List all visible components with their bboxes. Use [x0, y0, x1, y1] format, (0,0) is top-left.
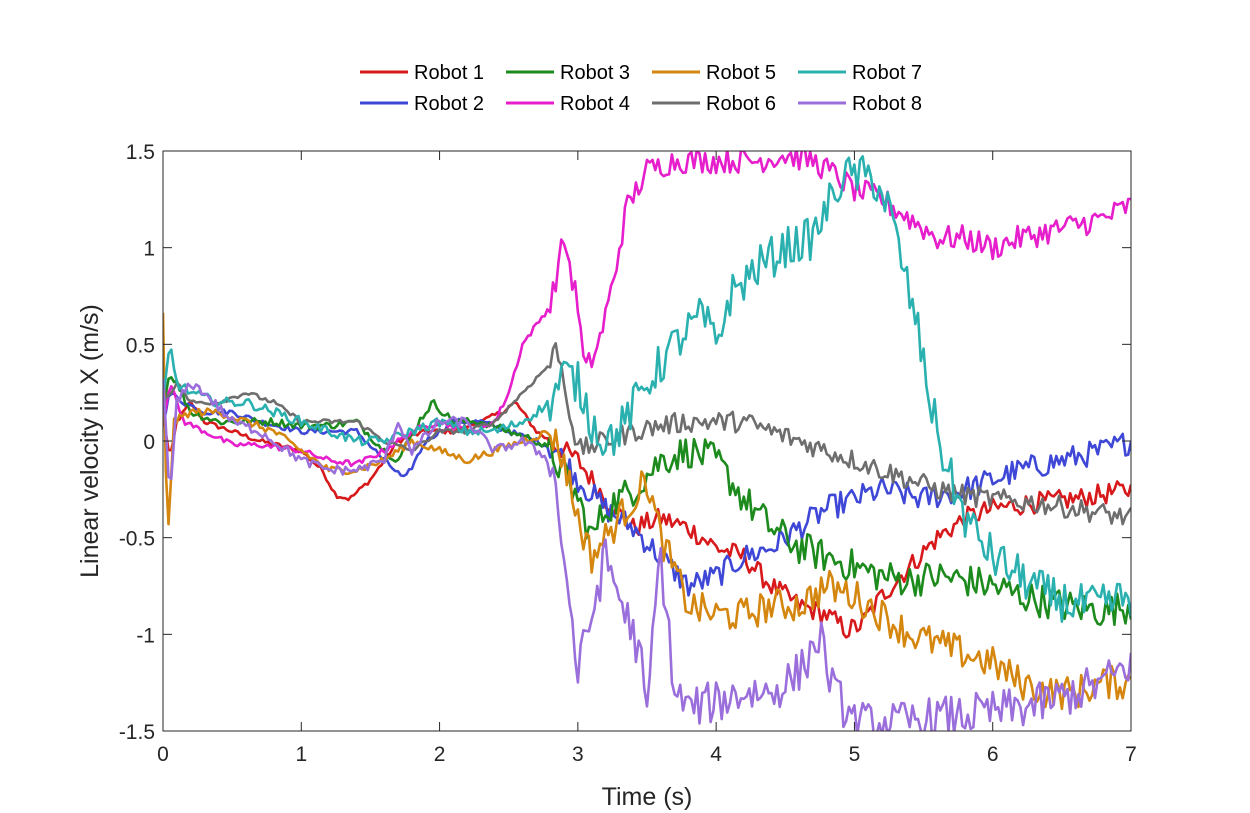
legend-label-robot-1: Robot 1 — [414, 62, 484, 84]
x-tick-label: 5 — [849, 743, 861, 766]
y-tick-label: 0 — [143, 431, 155, 454]
series-line-robot-5 — [163, 312, 1131, 711]
series-line-robot-8 — [163, 379, 1131, 731]
y-tick-label: 1 — [143, 238, 155, 261]
legend-label-robot-6: Robot 6 — [706, 93, 776, 115]
x-axis-title: Time (s) — [602, 783, 693, 811]
y-axis-title: Linear velocity in X (m/s) — [76, 304, 104, 578]
y-tick-label: -1.5 — [119, 721, 155, 744]
series-line-robot-6 — [163, 341, 1131, 526]
y-tick-label: -1 — [136, 624, 155, 647]
x-tick-label: 3 — [572, 743, 584, 766]
x-tick-label: 1 — [295, 743, 307, 766]
series-line-robot-7 — [163, 155, 1131, 623]
legend-label-robot-5: Robot 5 — [706, 62, 776, 84]
y-tick-label: 0.5 — [126, 334, 155, 357]
legend: Robot 1 Robot 2 Robot 3 Robot 4 Robot 5 Robot… — [360, 62, 922, 115]
x-tick-label: 6 — [987, 743, 999, 766]
x-tick-label: 2 — [434, 743, 446, 766]
series-line-robot-1 — [163, 399, 1131, 639]
axes: 0 1 2 3 4 5 6 7 1.5 1 0.5 0 -0.5 -1 -1.5 — [119, 141, 1137, 766]
series-line-robot-3 — [163, 376, 1131, 627]
series-line-robot-4 — [163, 151, 1131, 468]
legend-label-robot-7: Robot 7 — [852, 62, 922, 84]
x-tick-label: 4 — [710, 743, 722, 766]
legend-label-robot-4: Robot 4 — [560, 93, 630, 115]
legend-label-robot-3: Robot 3 — [560, 62, 630, 84]
plot-area — [163, 151, 1131, 731]
x-tick-label: 0 — [157, 743, 169, 766]
legend-label-robot-2: Robot 2 — [414, 93, 484, 115]
x-tick-label: 7 — [1125, 743, 1137, 766]
y-tick-label: -0.5 — [119, 528, 155, 551]
legend-label-robot-8: Robot 8 — [852, 93, 922, 115]
y-tick-label: 1.5 — [126, 141, 155, 164]
